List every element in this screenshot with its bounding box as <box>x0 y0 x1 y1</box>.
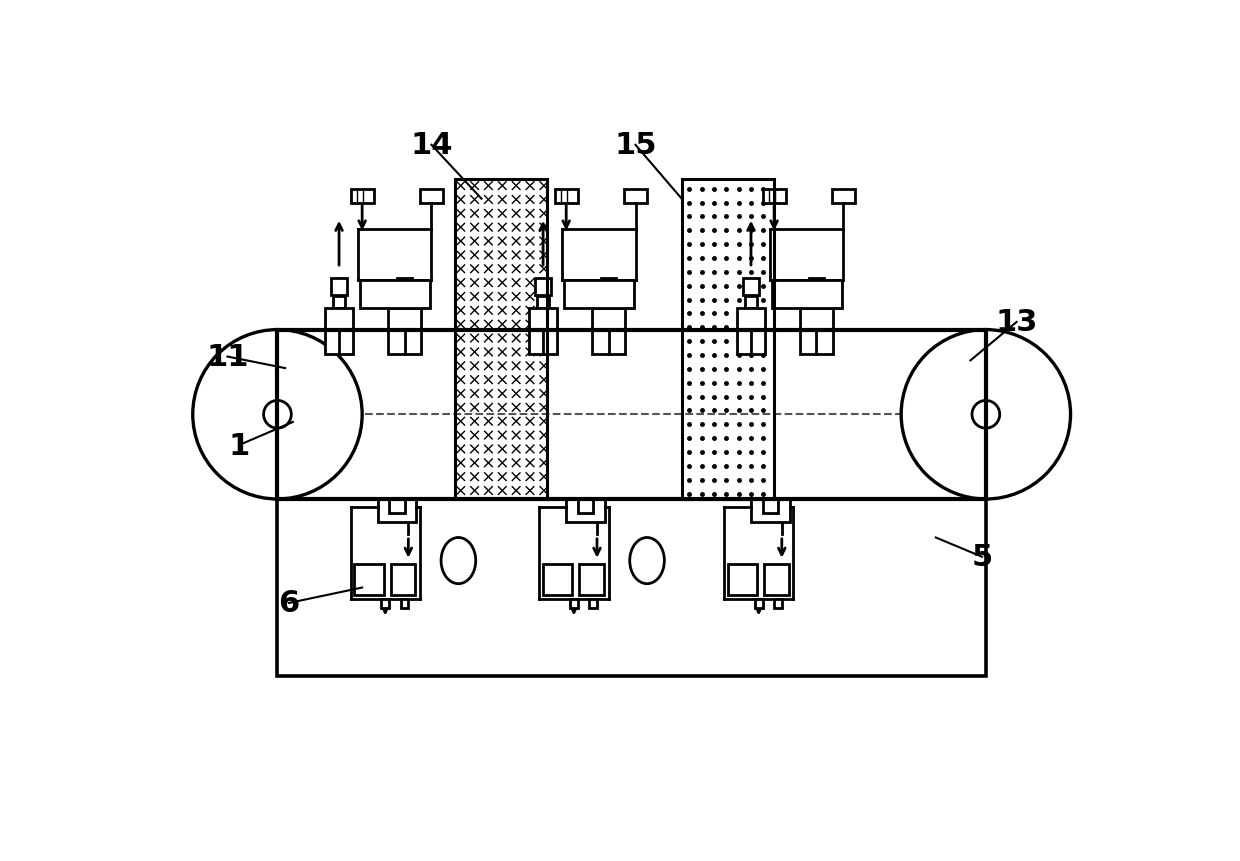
Bar <box>564 280 634 309</box>
Text: 15: 15 <box>614 131 657 160</box>
Bar <box>554 189 578 203</box>
Bar <box>682 180 774 499</box>
Bar <box>360 280 430 309</box>
Bar <box>745 297 758 309</box>
Bar <box>570 599 578 609</box>
Bar <box>332 297 345 309</box>
Bar <box>578 499 593 513</box>
Text: 13: 13 <box>996 308 1038 337</box>
Bar <box>764 565 789 596</box>
Bar <box>536 279 551 295</box>
Bar <box>397 279 412 295</box>
Bar <box>771 280 842 309</box>
Bar <box>529 309 557 355</box>
Bar <box>543 565 573 596</box>
Circle shape <box>192 331 362 499</box>
Bar <box>682 180 774 499</box>
Bar <box>278 331 986 499</box>
Bar <box>389 499 404 513</box>
Bar <box>391 565 415 596</box>
Bar <box>420 189 443 203</box>
Bar <box>455 180 547 499</box>
Circle shape <box>264 401 291 429</box>
Bar <box>591 309 625 355</box>
Bar <box>601 279 616 295</box>
Circle shape <box>901 331 1070 499</box>
Bar <box>751 499 790 523</box>
Bar <box>401 599 408 609</box>
Text: 6: 6 <box>278 589 300 617</box>
Bar <box>808 279 825 295</box>
Bar <box>763 499 777 513</box>
Bar <box>567 499 605 523</box>
Bar <box>388 309 422 355</box>
Bar <box>278 331 986 676</box>
Bar <box>763 189 786 203</box>
Bar <box>351 189 373 203</box>
Bar <box>737 309 765 355</box>
Text: 1: 1 <box>228 431 249 460</box>
Bar <box>755 599 763 609</box>
Bar <box>728 565 758 596</box>
Bar <box>398 297 410 309</box>
Bar <box>455 180 547 499</box>
Bar <box>774 599 781 609</box>
Bar <box>278 331 986 499</box>
Bar <box>810 297 822 309</box>
Bar <box>331 279 347 295</box>
Bar <box>589 599 596 609</box>
Bar <box>537 297 549 309</box>
Text: 14: 14 <box>410 131 453 160</box>
Bar <box>743 279 759 295</box>
Bar <box>382 599 389 609</box>
Bar <box>325 309 353 355</box>
Bar <box>603 297 615 309</box>
Bar <box>355 565 383 596</box>
Bar <box>624 189 647 203</box>
Text: 11: 11 <box>206 343 249 372</box>
Ellipse shape <box>630 538 665 584</box>
Text: 5: 5 <box>971 542 993 572</box>
Bar <box>377 499 417 523</box>
Bar <box>800 309 833 355</box>
Circle shape <box>972 401 999 429</box>
Bar <box>579 565 604 596</box>
Ellipse shape <box>441 538 476 584</box>
Bar <box>832 189 854 203</box>
